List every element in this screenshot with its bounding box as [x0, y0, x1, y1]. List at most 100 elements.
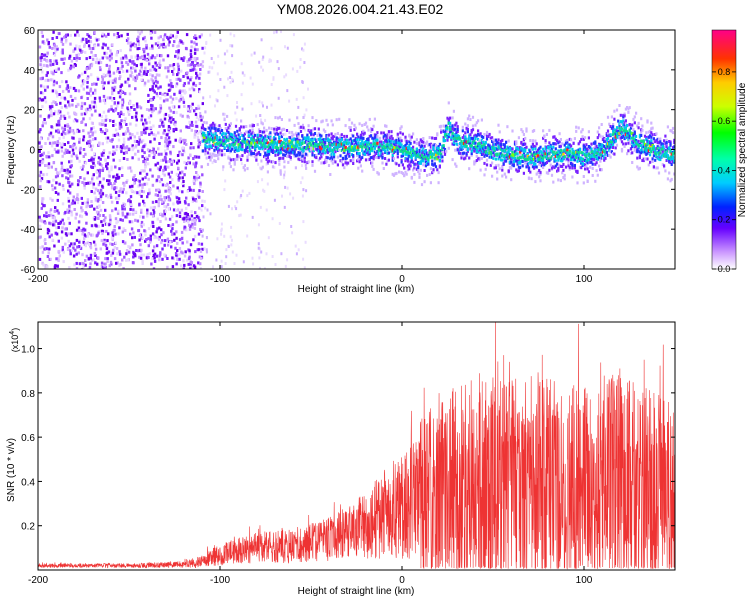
noise-cell: [176, 154, 180, 157]
noise-cell: [178, 238, 182, 242]
noise-cell: [67, 177, 70, 181]
sparse-noise-cell: [225, 248, 228, 252]
noise-cell: [114, 80, 117, 84]
noise-cell: [156, 217, 159, 221]
ridge-cell: [310, 132, 313, 136]
noise-cell: [159, 85, 162, 89]
noise-cell: [76, 156, 79, 160]
noise-cell: [74, 216, 77, 220]
ridge-cell: [494, 142, 497, 146]
ridge-cell: [412, 152, 415, 156]
noise-cell: [104, 208, 107, 212]
ridge-cell: [384, 139, 387, 143]
noise-cell: [151, 249, 155, 253]
noise-cell: [197, 142, 201, 146]
noise-cell: [185, 162, 188, 166]
ridge-cell: [445, 124, 448, 128]
noise-cell: [43, 53, 47, 57]
ridge-cell: [424, 157, 427, 160]
noise-cell: [154, 61, 157, 65]
noise-cell: [71, 148, 75, 152]
ridge-cell: [455, 134, 458, 138]
ridge-peak-cell: [291, 145, 294, 149]
sparse-noise-cell: [277, 96, 280, 100]
ridge-cell: [387, 130, 390, 134]
ridge-cell: [403, 145, 406, 149]
noise-cell: [148, 62, 151, 66]
ridge-cell: [488, 132, 491, 136]
ridge-cell: [247, 153, 250, 156]
noise-cell: [125, 180, 128, 184]
noise-cell: [152, 214, 155, 218]
noise-cell: [106, 195, 110, 199]
noise-cell: [54, 167, 58, 171]
ridge-cell: [316, 138, 319, 142]
noise-cell: [175, 97, 178, 101]
ridge-cell: [373, 146, 376, 150]
noise-cell: [161, 120, 164, 124]
ridge-cell: [252, 124, 255, 127]
noise-cell: [192, 180, 195, 184]
ridge-cell: [352, 139, 355, 143]
ridge-cell: [212, 133, 215, 137]
ridge-cell: [229, 132, 232, 136]
ridge-cell: [502, 143, 505, 147]
noise-cell: [167, 172, 170, 176]
ridge-cell: [419, 156, 422, 160]
ridge-cell: [263, 149, 266, 153]
noise-cell: [184, 250, 187, 254]
ridge-cell: [338, 117, 341, 121]
ridge-cell: [404, 138, 407, 142]
noise-cell: [199, 262, 202, 266]
noise-cell: [119, 92, 123, 95]
ridge-cell: [350, 133, 354, 137]
noise-cell: [147, 256, 150, 259]
ridge-peak-cell: [343, 148, 346, 152]
sparse-noise-cell: [228, 150, 231, 154]
ridge-cell: [408, 167, 411, 171]
noise-cell: [126, 37, 130, 41]
ridge-cell: [370, 134, 373, 138]
sparse-noise-cell: [301, 47, 303, 51]
noise-cell: [177, 56, 180, 60]
ridge-cell: [204, 143, 207, 147]
ridge-cell: [533, 162, 536, 165]
noise-cell: [41, 70, 44, 74]
ridge-cell: [533, 166, 536, 170]
noise-cell: [72, 49, 75, 53]
noise-cell: [183, 56, 186, 60]
noise-cell: [62, 130, 65, 134]
ridge-cell: [368, 147, 371, 151]
noise-cell: [193, 64, 197, 67]
noise-cell: [63, 57, 66, 61]
noise-cell: [189, 146, 192, 150]
noise-cell: [43, 214, 46, 218]
ridge-cell: [224, 127, 227, 130]
ridge-cell: [491, 146, 494, 150]
ridge-cell: [343, 166, 346, 170]
noise-cell: [126, 81, 129, 85]
sparse-noise-cell: [280, 30, 282, 34]
ridge-cell: [294, 138, 297, 142]
noise-cell: [151, 183, 155, 187]
noise-cell: [186, 213, 189, 216]
sparse-noise-cell: [231, 54, 234, 58]
noise-cell: [104, 114, 108, 118]
noise-cell: [140, 248, 143, 252]
noise-cell: [39, 63, 42, 67]
noise-cell: [66, 123, 69, 126]
noise-cell: [179, 94, 183, 98]
ridge-cell: [256, 135, 259, 139]
noise-cell: [155, 178, 159, 182]
ridge-cell: [335, 141, 338, 144]
ridge-cell: [326, 135, 329, 139]
noise-cell: [102, 149, 106, 153]
ridge-cell: [463, 151, 466, 155]
noise-cell: [195, 115, 199, 119]
noise-cell: [53, 43, 56, 47]
ridge-cell: [220, 133, 224, 137]
noise-cell: [77, 75, 80, 79]
noise-cell: [140, 73, 143, 77]
noise-cell: [68, 204, 71, 208]
noise-cell: [167, 88, 171, 92]
